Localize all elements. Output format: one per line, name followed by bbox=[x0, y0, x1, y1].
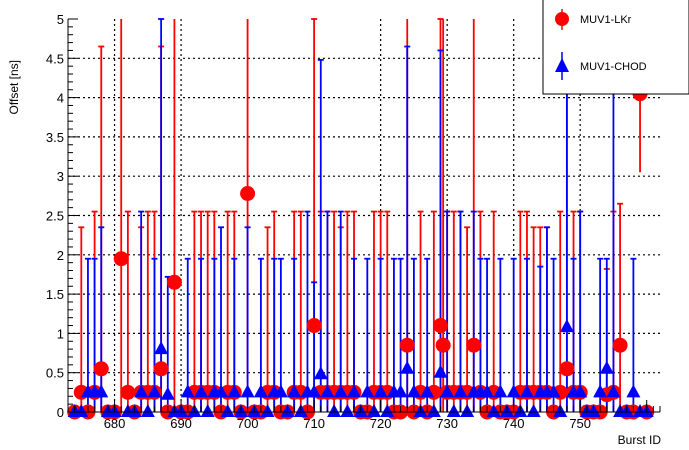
lkr-point bbox=[113, 251, 129, 267]
chod-point bbox=[287, 384, 302, 398]
lkr-point bbox=[612, 337, 628, 353]
x-tick-label: 750 bbox=[569, 416, 591, 431]
chod-point bbox=[606, 384, 621, 398]
chod-point bbox=[599, 360, 614, 374]
chod-point bbox=[393, 384, 408, 398]
chod-point bbox=[194, 384, 209, 398]
y-tick-label: 5 bbox=[57, 12, 64, 27]
chod-point bbox=[433, 364, 448, 378]
chod-point bbox=[180, 384, 195, 398]
tick-labels: 0 0.5 1 1.5 2 2.5 3 3.5 4 4.5 5 680 690 700 710 720 730 7… bbox=[46, 12, 591, 431]
lkr-point bbox=[153, 361, 169, 377]
chod-point bbox=[559, 319, 574, 333]
chod-point bbox=[440, 384, 455, 398]
chod-point bbox=[307, 384, 322, 398]
legend-item-chod: MUV1-CHOD bbox=[555, 52, 647, 80]
chod-point bbox=[313, 366, 328, 380]
y-tick-label: 1.5 bbox=[46, 287, 64, 302]
chod-point bbox=[147, 384, 162, 398]
chod-point bbox=[240, 384, 255, 398]
chod-point bbox=[626, 384, 641, 398]
chod-point bbox=[406, 384, 421, 398]
y-tick-label: 4.5 bbox=[46, 51, 64, 66]
chod-point bbox=[94, 384, 109, 398]
x-tick-label: 700 bbox=[237, 416, 259, 431]
lkr-point bbox=[432, 318, 448, 334]
chod-point bbox=[347, 384, 362, 398]
x-tick-label: 720 bbox=[370, 416, 392, 431]
chod-point bbox=[593, 384, 608, 398]
chod-point bbox=[134, 384, 149, 398]
chod-point bbox=[573, 384, 588, 398]
lkr-point bbox=[559, 361, 575, 377]
axes bbox=[67, 18, 661, 413]
y-tick-label: 0.5 bbox=[46, 366, 64, 381]
y-tick-label: 2 bbox=[57, 248, 64, 263]
chod-point bbox=[213, 384, 228, 398]
legend-chod-label: MUV1-CHOD bbox=[580, 61, 647, 73]
chod-point bbox=[480, 384, 495, 398]
chod-point bbox=[506, 384, 521, 398]
chod-point bbox=[160, 386, 175, 400]
chod-point bbox=[253, 384, 268, 398]
chod-point bbox=[453, 384, 468, 398]
y-tick-label: 4 bbox=[57, 91, 64, 106]
y-tick-label: 2.5 bbox=[46, 209, 64, 224]
y-tick-label: 3.5 bbox=[46, 130, 64, 145]
chod-point bbox=[546, 384, 561, 398]
chod-point bbox=[493, 384, 508, 398]
x-tick-label: 740 bbox=[503, 416, 525, 431]
lkr-point bbox=[93, 361, 109, 377]
lkr-point bbox=[399, 337, 415, 353]
lkr-point bbox=[435, 337, 451, 353]
lkr-point bbox=[306, 318, 322, 334]
chod-point bbox=[273, 384, 288, 398]
lkr-point bbox=[120, 384, 136, 400]
x-tick-label: 730 bbox=[436, 416, 458, 431]
legend: MUV1-LKr MUV1-CHOD bbox=[542, 0, 689, 95]
y-tick-label: 1 bbox=[57, 326, 64, 341]
x-axis-label: Burst ID bbox=[618, 433, 662, 447]
chod-point bbox=[519, 384, 534, 398]
lkr-point bbox=[240, 185, 256, 201]
lkr-point bbox=[166, 274, 182, 290]
chod-point bbox=[227, 384, 242, 398]
chod-point bbox=[373, 384, 388, 398]
x-tick-label: 690 bbox=[170, 416, 192, 431]
chod-point bbox=[320, 384, 335, 398]
y-axis-label: Offset [ns] bbox=[7, 60, 21, 114]
y-tick-label: 3 bbox=[57, 169, 64, 184]
lkr-point bbox=[466, 337, 482, 353]
legend-lkr-marker bbox=[555, 12, 569, 26]
x-tick-label: 710 bbox=[303, 416, 325, 431]
chod-point bbox=[360, 384, 375, 398]
legend-chod-marker bbox=[555, 58, 569, 72]
legend-lkr-label: MUV1-LKr bbox=[580, 14, 632, 26]
y-tick-label: 0 bbox=[57, 405, 64, 420]
chod-point bbox=[333, 384, 348, 398]
legend-item-lkr: MUV1-LKr bbox=[555, 9, 632, 30]
chod-point bbox=[400, 360, 415, 374]
chod-point bbox=[420, 384, 435, 398]
chod-point bbox=[154, 341, 169, 355]
x-tick-label: 680 bbox=[104, 416, 126, 431]
